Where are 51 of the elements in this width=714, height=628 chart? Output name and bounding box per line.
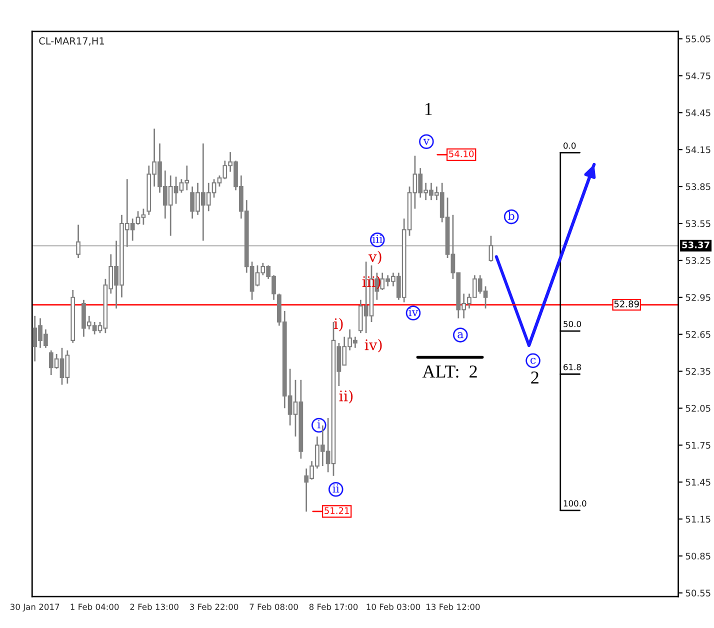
annotation: 0.0: [564, 142, 576, 149]
candlestick: [488, 235, 494, 262]
annotation: ii: [332, 484, 340, 492]
text: CL-MAR17,H1: [39, 37, 104, 46]
y-tick-label: 54.45: [686, 110, 710, 116]
annotation: 51.21: [324, 507, 349, 514]
x-tick-label: 13 Feb 12:00: [426, 604, 480, 610]
x-tick-label: 1 Feb 04:00: [70, 604, 119, 610]
annotation: ii): [339, 390, 353, 404]
y-tick-label: 52.05: [686, 404, 710, 412]
y-tick-label: 50.55: [686, 590, 710, 596]
x-tick-label: 10 Feb 03:00: [366, 604, 420, 610]
ref-line-label: 53.37: [682, 241, 710, 248]
annotation: 100.0: [564, 500, 586, 507]
y-tick-label: 51.45: [686, 478, 710, 486]
y-tick-label: 54.15: [686, 146, 710, 154]
ref-line-label: 52.89: [614, 300, 639, 308]
annotation: c: [530, 358, 536, 364]
annotation: b: [508, 211, 514, 220]
y-tick-label: 52.65: [686, 331, 710, 338]
annotation: 61.8: [564, 364, 581, 370]
annotation: a: [458, 332, 464, 338]
annotation: i): [334, 318, 343, 332]
y-tick-label: 51.75: [686, 442, 710, 449]
annotation: 2: [531, 372, 538, 384]
annotation: v): [368, 250, 382, 264]
annotation: i: [318, 420, 320, 428]
y-tick-label: 53.25: [686, 257, 710, 264]
x-tick-label: 2 Feb 13:00: [130, 604, 178, 610]
y-tick-label: 53.55: [686, 220, 710, 228]
candlestick: [76, 224, 80, 259]
annotation: ALT: 2: [422, 366, 477, 378]
annotation: v: [423, 138, 430, 145]
annotation: 1: [425, 102, 432, 115]
annotation: 50.0: [564, 320, 581, 328]
y-tick-label: 55.05: [686, 36, 710, 42]
x-tick-label: 7 Feb 08:00: [250, 604, 298, 610]
annotation: 54.10: [449, 150, 474, 158]
annotation: iv: [408, 308, 418, 316]
annotation: iii): [362, 276, 380, 290]
y-tick-label: 53.85: [686, 183, 710, 190]
y-tick-label: 52.35: [686, 368, 710, 375]
annotation: iv): [364, 339, 382, 352]
y-tick-label: 51.15: [686, 516, 710, 523]
y-tick-label: 52.95: [686, 294, 710, 301]
x-tick-label: 8 Feb 17:00: [309, 604, 358, 610]
annotation: iii: [372, 234, 382, 243]
y-tick-label: 50.85: [686, 552, 710, 560]
y-tick-label: 54.75: [686, 72, 710, 80]
x-tick-label: 30 Jan 2017: [10, 604, 60, 612]
x-tick-label: 3 Feb 22:00: [190, 604, 238, 610]
